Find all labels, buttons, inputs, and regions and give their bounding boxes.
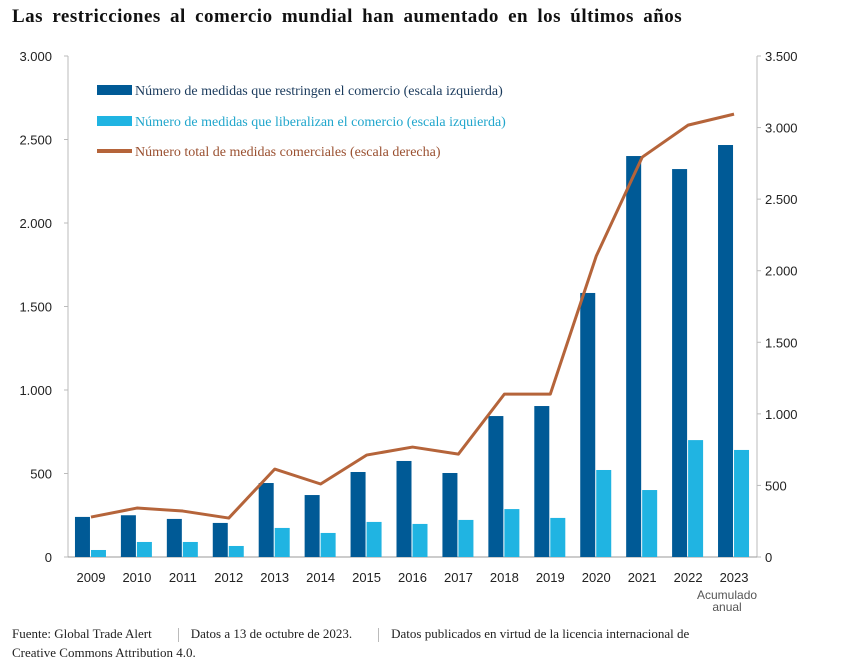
bar-liberalize <box>412 523 428 557</box>
x-tick-label: 2020 <box>582 570 611 585</box>
x-tick-note: Acumulado <box>697 588 757 602</box>
right-tick-label: 2.500 <box>765 192 798 207</box>
x-tick-label: 2013 <box>260 570 289 585</box>
right-tick-label: 1.500 <box>765 335 798 350</box>
footer-license: Datos publicados en virtud de la licenci… <box>12 626 690 660</box>
bar-restrict <box>74 516 90 557</box>
left-tick-label: 0 <box>45 550 52 565</box>
legend-swatch <box>97 116 132 126</box>
bar-restrict <box>396 460 412 557</box>
x-tick-label: 2011 <box>169 570 197 585</box>
bar-liberalize <box>320 532 336 557</box>
bar-liberalize <box>182 541 198 557</box>
right-tick-label: 2.000 <box>765 264 798 279</box>
x-tick-label: 2014 <box>306 570 335 585</box>
bar-restrict <box>626 156 642 557</box>
bar-restrict <box>488 416 504 557</box>
x-tick-label: 2017 <box>444 570 473 585</box>
bar-restrict <box>672 169 688 557</box>
line-total <box>90 112 735 520</box>
legend-label: Número total de medidas comerciales (esc… <box>135 145 441 160</box>
x-tick-label: 2012 <box>214 570 243 585</box>
footer-date: Datos a 13 de octubre de 2023. <box>190 626 353 641</box>
chart: 0 500 1.000 1.500 2.000 2.500 3.000 0 500 1.000 1.… <box>19 49 798 614</box>
legend-swatch <box>97 85 132 95</box>
bar-restrict <box>212 522 228 557</box>
x-tick-label: 2022 <box>674 570 703 585</box>
divider <box>378 628 380 643</box>
bar-restrict <box>534 406 550 557</box>
left-tick-label: 2.000 <box>19 216 52 231</box>
bar-liberalize <box>734 449 750 557</box>
x-tick-label: 2010 <box>122 570 151 585</box>
left-tick-label: 500 <box>30 467 52 482</box>
bar-liberalize <box>458 519 474 557</box>
x-tick-label: 2016 <box>398 570 427 585</box>
legend-label: Número de medidas que liberalizan el com… <box>135 115 506 130</box>
right-tick-label: 3.500 <box>765 49 798 64</box>
bar-restrict <box>304 495 320 557</box>
divider <box>177 628 179 643</box>
bar-liberalize <box>90 549 106 557</box>
bar-liberalize <box>596 469 612 557</box>
bar-restrict <box>350 471 366 557</box>
left-tick-label: 1.000 <box>19 383 52 398</box>
x-tick-label: 2019 <box>536 570 565 585</box>
x-tick-label: 2015 <box>352 570 381 585</box>
bar-restrict <box>120 515 136 557</box>
left-tick-label: 2.500 <box>19 133 52 148</box>
bar-liberalize <box>274 527 290 557</box>
x-tick-note: anual <box>712 600 741 614</box>
left-tick-label: 3.000 <box>19 49 52 64</box>
bar-liberalize <box>366 521 382 557</box>
bar-liberalize <box>136 541 152 557</box>
footer: Fuente: Global Trade Alert Datos a 13 de … <box>12 624 732 662</box>
right-tick-label: 3.000 <box>765 121 798 136</box>
right-tick-label: 0 <box>765 550 772 565</box>
bar-liberalize <box>504 509 520 557</box>
bar-restrict <box>166 518 182 557</box>
right-tick-label: 1.000 <box>765 407 798 422</box>
x-tick-label: 2021 <box>628 570 657 585</box>
bar-liberalize <box>228 545 244 557</box>
bar-restrict <box>442 472 458 557</box>
bar-liberalize <box>642 490 658 557</box>
chart-title: Las restricciones al comercio mundial ha… <box>12 6 683 27</box>
x-tick-label: 2023 <box>720 570 749 585</box>
x-tick-label: 2018 <box>490 570 519 585</box>
left-tick-label: 1.500 <box>19 300 52 315</box>
x-tick-label: 2009 <box>77 570 106 585</box>
legend-label: Número de medidas que restringen el come… <box>135 84 503 99</box>
bar-liberalize <box>550 517 566 557</box>
bar-restrict <box>580 292 596 557</box>
bar-restrict <box>718 145 734 558</box>
bar-restrict <box>258 483 274 557</box>
footer-source: Fuente: Global Trade Alert <box>12 626 152 641</box>
bar-liberalize <box>688 440 704 557</box>
right-tick-label: 500 <box>765 478 787 493</box>
